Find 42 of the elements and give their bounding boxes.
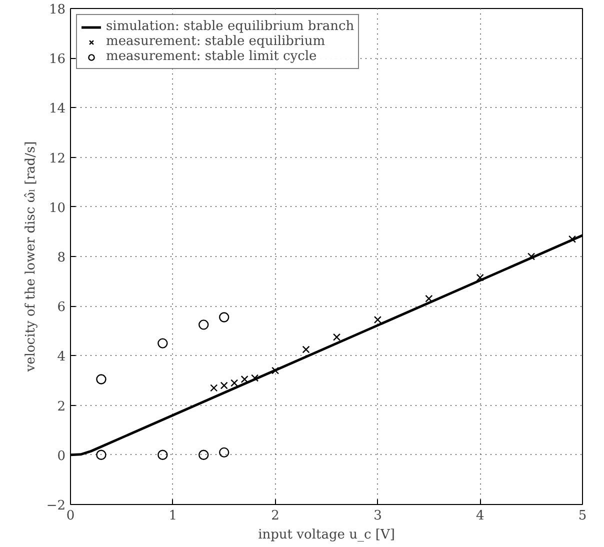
legend-label: measurement: stable limit cycle xyxy=(106,49,317,64)
y-tick-label: 4 xyxy=(57,350,66,365)
point xyxy=(528,252,536,260)
point xyxy=(198,450,209,460)
point xyxy=(220,382,228,390)
point xyxy=(240,375,248,384)
point xyxy=(158,450,168,460)
y-tick-label: 0 xyxy=(57,448,66,464)
point xyxy=(96,450,106,460)
point xyxy=(158,338,168,348)
point xyxy=(251,374,259,382)
point xyxy=(332,333,341,341)
point xyxy=(272,366,280,374)
point xyxy=(425,294,433,302)
y-tick-label: 6 xyxy=(57,300,66,316)
y-tick-label: 14 xyxy=(48,102,66,117)
point xyxy=(210,384,218,392)
point xyxy=(219,312,230,322)
point xyxy=(198,320,209,330)
y-axis-title: velocity of the lower disc ω̂ₗ [rad/s] xyxy=(23,141,38,373)
point xyxy=(96,374,106,384)
x-tick-label: 5 xyxy=(578,508,587,524)
y-tick-label: 18 xyxy=(48,2,66,18)
point xyxy=(219,447,230,458)
x-axis-title: input voltage u_c [V] xyxy=(258,528,395,542)
x-tick-label: 1 xyxy=(168,508,178,524)
point xyxy=(374,316,382,324)
point xyxy=(302,346,310,354)
y-tick-label: 8 xyxy=(57,250,66,266)
point xyxy=(230,379,238,387)
y-tick-label: 10 xyxy=(48,200,66,216)
y-tick-label: 2 xyxy=(57,399,66,414)
y-tick-label: 16 xyxy=(48,52,66,68)
x-tick-label: 3 xyxy=(374,508,382,524)
point xyxy=(476,274,484,282)
x-tick-label: 4 xyxy=(476,508,484,524)
x-tick-label: 2 xyxy=(271,508,280,524)
point xyxy=(568,235,576,243)
y-tick-label: −2 xyxy=(46,498,66,514)
legend-label: measurement: stable equilibrium xyxy=(106,34,326,49)
y-tick-label: 12 xyxy=(48,151,66,166)
legend-label: simulation: stable equilibrium branch xyxy=(106,19,354,34)
